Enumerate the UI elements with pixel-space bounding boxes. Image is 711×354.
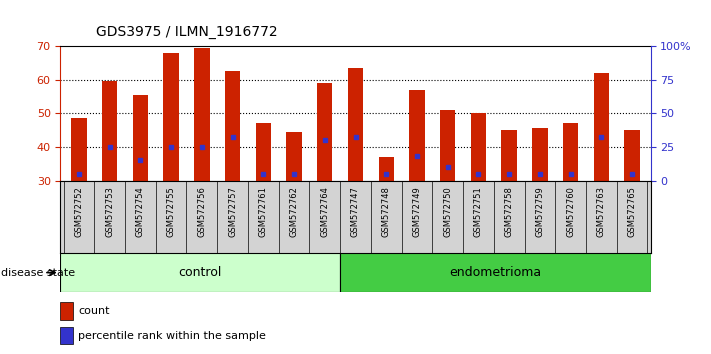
- Bar: [410, 90, 424, 181]
- Bar: [225, 71, 240, 181]
- Text: GSM572748: GSM572748: [382, 186, 391, 237]
- Bar: [102, 81, 117, 181]
- Text: GSM572751: GSM572751: [474, 186, 483, 237]
- Bar: [287, 132, 301, 181]
- Bar: [133, 95, 148, 181]
- Text: GSM572755: GSM572755: [166, 186, 176, 237]
- Text: GSM572759: GSM572759: [535, 186, 545, 237]
- Text: GSM572761: GSM572761: [259, 186, 268, 237]
- Text: percentile rank within the sample: percentile rank within the sample: [78, 331, 266, 341]
- Bar: [60, 327, 73, 344]
- Text: GSM572760: GSM572760: [566, 186, 575, 237]
- Text: GSM572757: GSM572757: [228, 186, 237, 237]
- Bar: [533, 129, 547, 181]
- Text: GSM572764: GSM572764: [320, 186, 329, 237]
- Text: GSM572756: GSM572756: [198, 186, 206, 237]
- Bar: [60, 302, 73, 320]
- Text: disease state: disease state: [1, 268, 75, 278]
- Bar: [440, 110, 455, 181]
- Text: count: count: [78, 306, 109, 316]
- Bar: [340, 253, 651, 292]
- Text: control: control: [178, 266, 222, 279]
- Text: GSM572765: GSM572765: [628, 186, 636, 237]
- Bar: [348, 68, 363, 181]
- Text: GSM572754: GSM572754: [136, 186, 145, 237]
- Bar: [194, 48, 210, 181]
- Text: GSM572750: GSM572750: [443, 186, 452, 237]
- Bar: [378, 157, 394, 181]
- Bar: [594, 73, 609, 181]
- Bar: [471, 113, 486, 181]
- Bar: [256, 123, 271, 181]
- Text: GSM572753: GSM572753: [105, 186, 114, 237]
- Bar: [60, 253, 340, 292]
- Text: endometrioma: endometrioma: [449, 266, 541, 279]
- Bar: [164, 53, 178, 181]
- Bar: [563, 123, 578, 181]
- Bar: [624, 130, 640, 181]
- Bar: [317, 83, 333, 181]
- Bar: [71, 118, 87, 181]
- Text: GDS3975 / ILMN_1916772: GDS3975 / ILMN_1916772: [96, 25, 277, 39]
- Text: GSM572752: GSM572752: [75, 186, 83, 237]
- Text: GSM572762: GSM572762: [289, 186, 299, 237]
- Text: GSM572763: GSM572763: [597, 186, 606, 237]
- Text: GSM572758: GSM572758: [505, 186, 513, 237]
- Text: GSM572747: GSM572747: [351, 186, 360, 237]
- Text: GSM572749: GSM572749: [412, 186, 422, 237]
- Bar: [501, 130, 517, 181]
